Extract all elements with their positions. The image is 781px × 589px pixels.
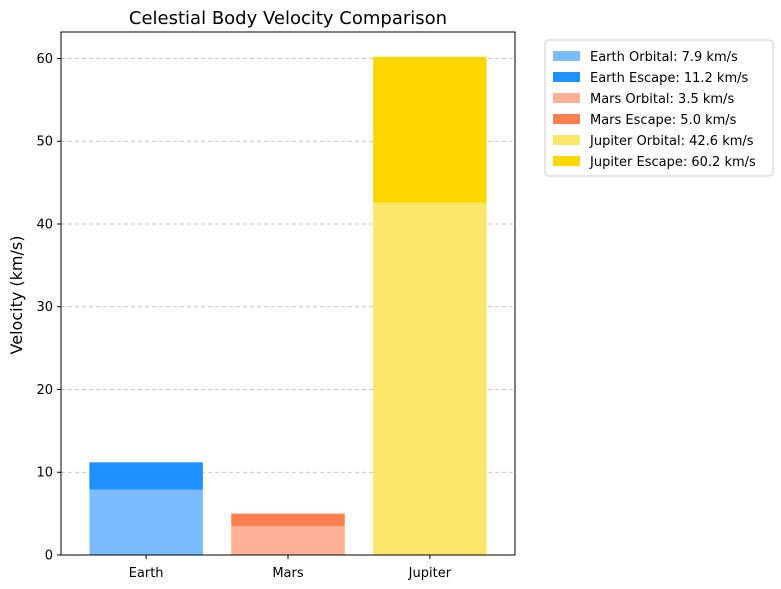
x-tick-label: Jupiter [408,566,452,581]
legend-label: Jupiter Escape: 60.2 km/s [589,155,756,170]
legend-swatch [553,114,580,124]
y-tick-label: 10 [36,466,53,481]
bar-escape-jupiter [373,56,487,203]
bar-escape-mars [231,513,345,527]
legend: Earth Orbital: 7.9 km/s Earth Escape: 11.… [544,39,774,177]
legend-swatch [553,93,580,103]
legend-swatch [553,156,580,166]
x-tick-label: Mars [272,566,304,581]
chart-title: Celestial Body Velocity Comparison [129,8,447,29]
bar-orbital-earth [89,489,203,555]
y-axis-ticks: 0 10 20 30 40 50 60 [36,52,61,564]
legend-label: Mars Escape: 5.0 km/s [590,113,737,128]
bar-orbital-mars [231,526,345,555]
bars [89,56,487,556]
y-tick-label: 60 [36,52,53,67]
y-tick-label: 50 [36,135,53,150]
bar-orbital-jupiter [373,202,487,556]
y-tick-label: 0 [45,549,53,564]
x-tick-label: Earth [129,566,164,581]
legend-label: Earth Orbital: 7.9 km/s [590,50,738,65]
y-tick-label: 40 [36,217,53,232]
bar-escape-earth [89,462,203,490]
y-axis-label: Velocity (km/s) [7,236,26,355]
legend-swatch [553,51,580,61]
legend-swatch [553,72,580,82]
legend-box [544,39,774,177]
x-axis-ticks: Earth Mars Jupiter [129,555,452,581]
legend-swatch [553,135,580,145]
y-tick-label: 20 [36,383,53,398]
legend-label: Jupiter Orbital: 42.6 km/s [589,134,754,149]
y-tick-label: 30 [36,300,53,315]
legend-label: Earth Escape: 11.2 km/s [590,71,749,86]
legend-label: Mars Orbital: 3.5 km/s [590,92,734,107]
